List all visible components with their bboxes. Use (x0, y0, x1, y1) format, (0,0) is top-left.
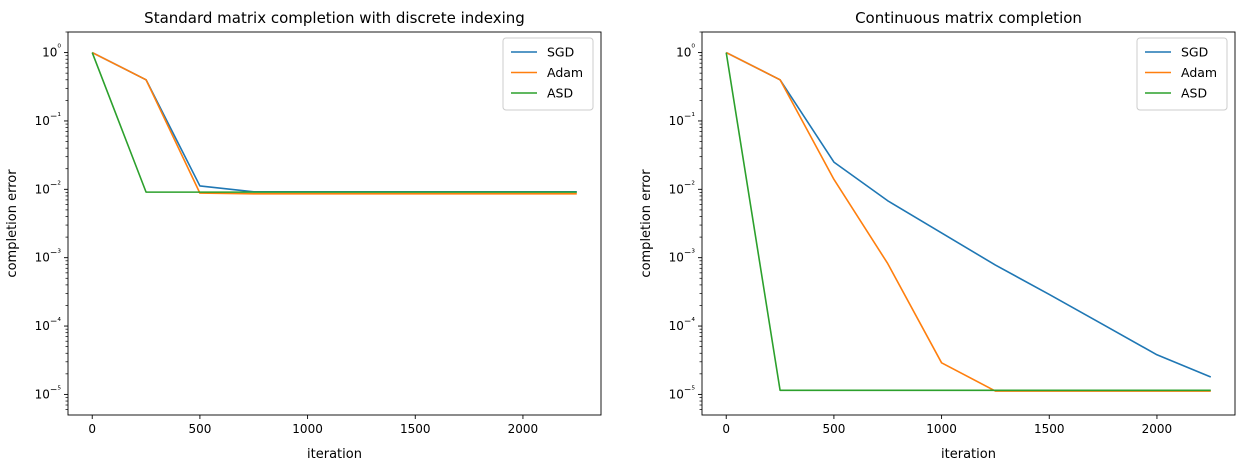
right-chart-y-tick-label: 10−² (669, 180, 696, 196)
left-chart-legend-label: ASD (547, 86, 573, 101)
left-chart-x-tick-label: 2000 (508, 422, 539, 436)
left-chart-axes-frame (67, 31, 602, 416)
right-chart-legend-label: Adam (1181, 65, 1217, 80)
left-chart-ylabel: completion error (5, 169, 20, 278)
left-chart-y-tick-label: 10−¹ (35, 112, 62, 128)
right-chart-xlabel: iteration (941, 447, 996, 462)
left-chart-legend-label: Adam (547, 65, 583, 80)
right-chart-y-tick-label: 10−³ (669, 249, 696, 265)
left-chart-xlabel: iteration (307, 447, 362, 462)
left-chart-y-tick-label: 10⁰ (42, 44, 61, 60)
left-chart-x-tick-label: 500 (188, 422, 211, 436)
right-chart-legend (1136, 37, 1228, 111)
right-chart-x-tick-label: 1500 (1034, 422, 1065, 436)
right-chart-x-tick-label: 0 (722, 422, 730, 436)
right-chart-y-tick-label: 10−⁵ (669, 385, 696, 401)
left-chart-y-tick-label: 10−³ (35, 249, 62, 265)
right-chart-panel: Continuous matrix completion iteration c… (639, 9, 1236, 462)
right-chart-series-sgd (725, 51, 1212, 378)
right-chart-y-tick-label: 10−⁴ (669, 317, 696, 333)
right-chart-y-tick-label: 10⁰ (676, 44, 695, 60)
left-chart-x-tick-label: 0 (88, 422, 96, 436)
right-chart-legend-label: SGD (1181, 45, 1208, 60)
left-chart-x-tick-label: 1500 (400, 422, 431, 436)
left-chart-legend (502, 37, 594, 111)
right-chart-title: Continuous matrix completion (855, 9, 1082, 27)
left-chart-legend-label: SGD (547, 45, 574, 60)
left-chart-title: Standard matrix completion with discrete… (144, 9, 525, 27)
right-chart-x-tick-label: 1000 (926, 422, 957, 436)
left-chart-series-adam (91, 51, 577, 195)
right-chart-series-asd (725, 52, 1211, 392)
left-chart-y-tick-label: 10−² (35, 180, 62, 196)
right-chart-axes-frame (701, 31, 1236, 416)
left-chart-panel: Standard matrix completion with discrete… (5, 9, 602, 462)
right-chart-ylabel: completion error (639, 169, 654, 278)
right-chart-y-tick-label: 10−¹ (669, 112, 696, 128)
left-chart-series-asd (91, 52, 577, 193)
left-chart-y-tick-label: 10−⁵ (35, 385, 62, 401)
right-chart-x-tick-label: 500 (822, 422, 845, 436)
left-chart-x-tick-label: 1000 (292, 422, 323, 436)
right-chart-x-tick-label: 2000 (1142, 422, 1173, 436)
left-chart-y-tick-label: 10−⁴ (35, 317, 62, 333)
right-chart-legend-label: ASD (1181, 86, 1207, 101)
